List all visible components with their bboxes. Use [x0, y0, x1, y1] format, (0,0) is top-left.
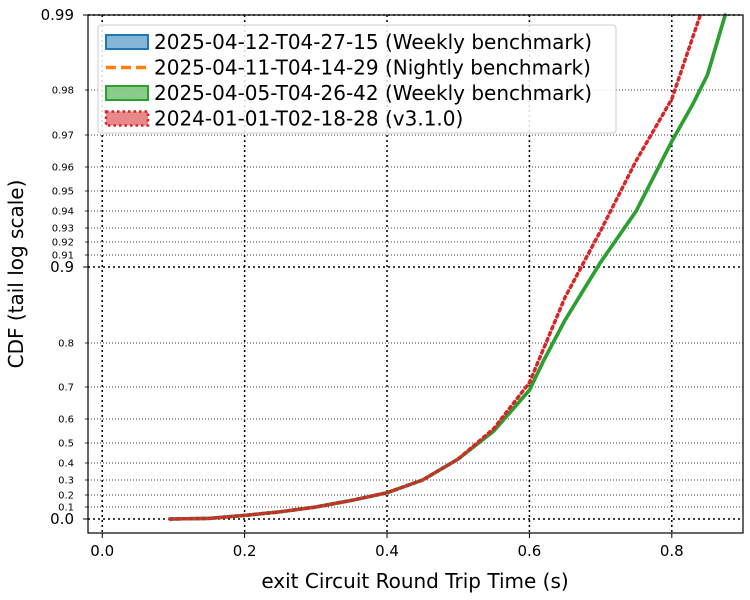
legend-swatch	[105, 34, 149, 50]
y-minor-tick-label: 0.98	[52, 86, 74, 97]
legend-swatch	[105, 85, 149, 101]
y-major-tick-label: 0.9	[50, 258, 74, 276]
legend-swatch	[104, 110, 150, 127]
legend-label: 2025-04-12-T04-27-15 (Weekly benchmark)	[154, 30, 592, 54]
y-minor-tick-label: 0.97	[52, 131, 74, 142]
y-minor-tick-label: 0.3	[58, 476, 74, 487]
legend-label: 2025-04-05-T04-26-42 (Weekly benchmark)	[154, 81, 592, 105]
legend-label: 2025-04-11-T04-14-29 (Nightly benchmark)	[154, 56, 591, 80]
series-line-4	[168, 13, 703, 521]
y-minor-tick-label: 0.1	[58, 503, 74, 514]
y-minor-tick-label: 0.96	[52, 163, 74, 174]
x-tick-label: 0.4	[375, 542, 399, 560]
y-minor-tick-label: 0.94	[52, 207, 74, 218]
y-axis-label: CDF (tail log scale)	[4, 180, 28, 369]
y-minor-tick-label: 0.7	[58, 383, 74, 394]
plot-frame	[87, 14, 744, 534]
y-minor-tick-label: 0.95	[52, 187, 74, 198]
y-major-tick-label: 0.99	[41, 6, 74, 24]
x-tick-label: 0.6	[517, 542, 541, 560]
x-tick-label: 0.8	[660, 542, 684, 560]
x-tick-label: 0.2	[233, 542, 257, 560]
legend-label: 2024-01-01-T02-18-28 (v3.1.0)	[154, 107, 463, 131]
x-tick-label: 0.0	[90, 542, 114, 560]
y-minor-tick-label: 0.91	[52, 251, 74, 262]
y-minor-tick-label: 0.8	[58, 339, 74, 350]
y-minor-tick-label: 0.6	[58, 415, 74, 426]
y-minor-tick-label: 0.4	[58, 459, 74, 470]
y-minor-tick-label: 0.93	[52, 224, 74, 235]
x-axis-label: exit Circuit Round Trip Time (s)	[261, 569, 568, 593]
axis-ticks: 0.0 0.2 0.4 0.6 0.80.00.90.990.10.20.30.40.5…	[41, 6, 684, 560]
legend: 2025-04-12-T04-27-15 (Weekly benchmark)2…	[97, 24, 617, 134]
y-minor-tick-label: 0.2	[58, 491, 74, 502]
y-minor-tick-label: 0.92	[52, 238, 74, 249]
legend-box	[97, 24, 617, 134]
y-minor-tick-label: 0.5	[58, 439, 74, 450]
series-lines	[168, 13, 727, 521]
y-major-tick-label: 0.0	[50, 510, 74, 528]
